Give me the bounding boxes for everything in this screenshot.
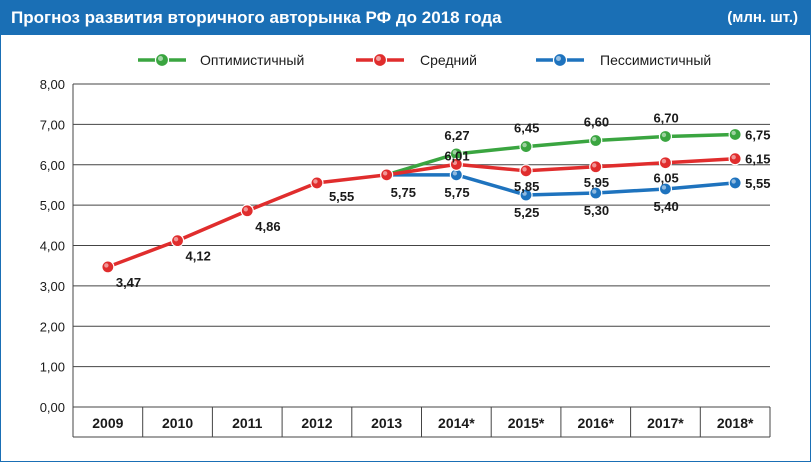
data-label-1-3: 5,55: [329, 189, 354, 204]
x-tick-label: 2014*: [438, 415, 475, 431]
data-label-2-6: 5,25: [514, 205, 539, 220]
series-line-1: [107, 156, 736, 269]
data-point-shine: [382, 171, 388, 176]
y-tick-label: 1,00: [40, 360, 65, 375]
data-point-shine: [522, 167, 527, 172]
data-label-1-1: 4,12: [186, 249, 211, 264]
chart-header: Прогноз развития вторичного авторынка РФ…: [1, 1, 810, 35]
data-point-shine: [104, 263, 109, 268]
x-tick-label: 2010: [162, 415, 193, 431]
series-line-2: [386, 173, 736, 197]
data-label-0-9: 6,75: [745, 127, 770, 142]
data-point-shine: [452, 150, 458, 155]
data-label-1-6: 5,85: [514, 179, 539, 194]
data-label-0-6: 6,45: [514, 121, 539, 136]
data-point-shine: [452, 160, 458, 166]
data-point-shine: [313, 179, 318, 184]
data-label-2-9: 5,55: [745, 176, 770, 191]
legend-marker-shine-1: [376, 56, 381, 61]
legend-marker-shine-2: [556, 56, 561, 61]
data-point-shine: [731, 179, 736, 184]
x-tick-label: 2013: [371, 415, 402, 431]
data-point-shine: [592, 163, 597, 168]
y-tick-label: 3,00: [40, 279, 65, 294]
x-tick-label: 2011: [232, 415, 263, 431]
data-point-shine: [452, 171, 458, 176]
chart-title: Прогноз развития вторичного авторынка РФ…: [11, 8, 502, 27]
data-point-shine: [592, 189, 597, 194]
data-point-shine: [592, 136, 597, 142]
y-tick-label: 4,00: [40, 239, 65, 254]
data-point-shine: [173, 236, 179, 242]
legend-label-1: Средний: [420, 52, 477, 68]
data-point-shine: [731, 130, 736, 136]
y-tick-label: 6,00: [40, 158, 65, 173]
data-point-shine: [661, 132, 667, 138]
x-tick-label: 2009: [92, 415, 123, 431]
data-point-shine: [661, 159, 667, 164]
data-point-shine: [731, 154, 736, 160]
y-tick-label: 0,00: [40, 400, 65, 415]
chart-units: (млн. шт.): [727, 9, 798, 26]
data-label-1-0: 3,47: [116, 275, 141, 290]
data-point-shine: [522, 191, 527, 196]
data-label-2-8: 5,40: [653, 199, 678, 214]
data-label-1-4: 5,75: [391, 185, 416, 200]
legend-label-0: Оптимистичный: [200, 52, 304, 68]
x-tick-label: 2015*: [508, 415, 545, 431]
data-label-2-5: 5,75: [444, 185, 469, 200]
y-tick-label: 5,00: [40, 198, 65, 213]
x-tick-label: 2016*: [577, 415, 614, 431]
y-tick-label: 2,00: [40, 319, 65, 334]
data-label-1-5: 6,01: [444, 148, 469, 163]
x-tick-label: 2018*: [717, 415, 754, 431]
legend-marker-shine-0: [158, 56, 163, 61]
x-tick-label: 2017*: [647, 415, 684, 431]
data-label-1-9: 6,15: [745, 152, 770, 167]
data-label-0-7: 6,60: [584, 115, 609, 130]
data-point-shine: [522, 142, 527, 148]
data-label-0-8: 6,70: [653, 110, 678, 125]
data-point-shine: [243, 207, 248, 212]
data-label-1-8: 6,05: [653, 171, 678, 186]
legend-label-2: Пессимистичный: [600, 52, 711, 68]
x-tick-label: 2012: [301, 415, 332, 431]
data-label-0-5: 6,27: [444, 128, 469, 143]
y-tick-label: 8,00: [40, 77, 65, 92]
y-tick-label: 7,00: [40, 117, 65, 132]
data-label-2-7: 5,30: [584, 203, 609, 218]
data-label-1-7: 5,95: [584, 175, 609, 190]
data-label-1-2: 4,86: [255, 219, 280, 234]
data-point-shine: [661, 185, 667, 190]
series-line-0: [386, 132, 736, 177]
